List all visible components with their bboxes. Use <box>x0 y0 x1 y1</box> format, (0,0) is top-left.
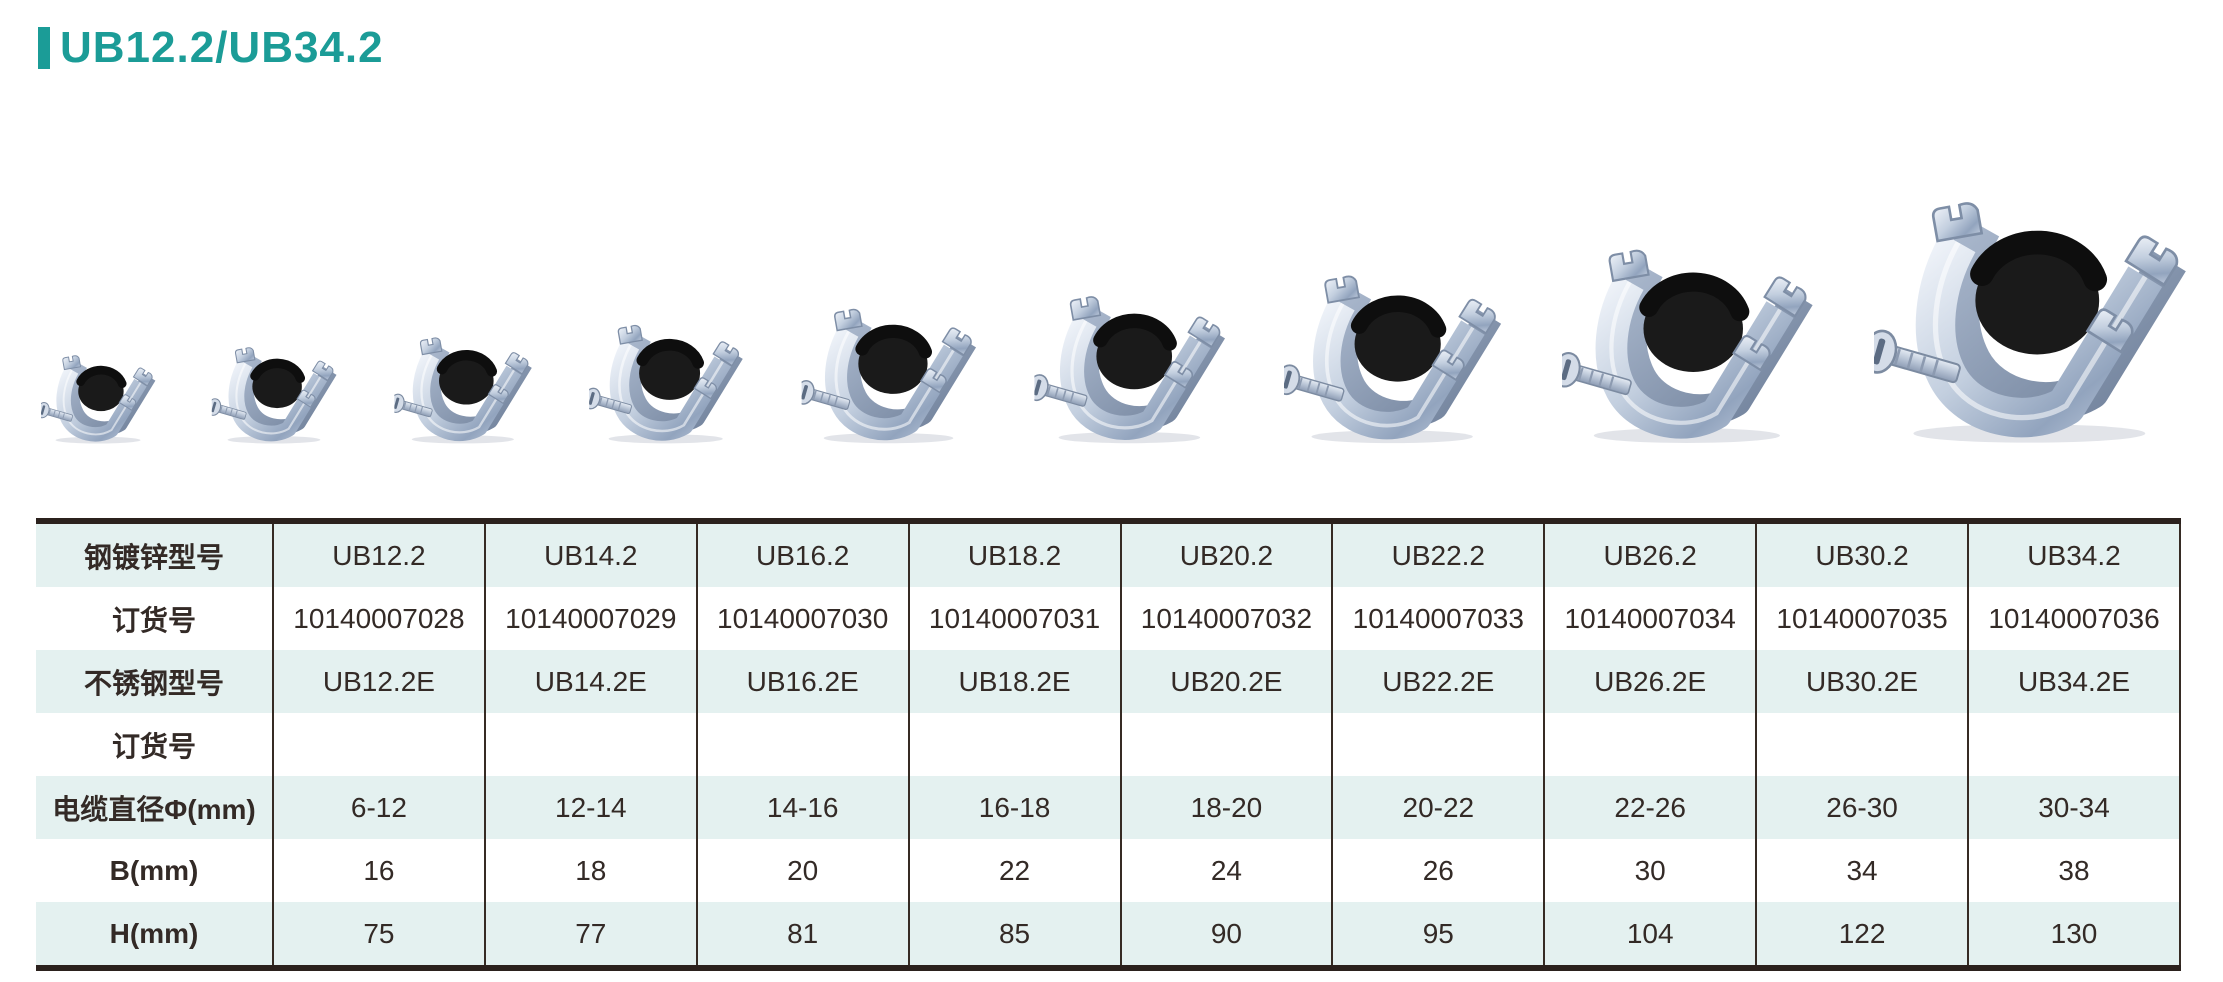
table-cell: 30 <box>1544 839 1758 902</box>
table-row: 订货号 10140007028 10140007029 10140007030 1014… <box>36 587 2181 650</box>
table-cell: UB26.2E <box>1544 650 1758 713</box>
table-cell <box>908 713 1122 776</box>
table-cell: 6-12 <box>273 776 486 839</box>
table-cell: 130 <box>1968 902 2181 968</box>
table-cell <box>1120 713 1334 776</box>
table-cell: 10140007029 <box>484 587 698 650</box>
spec-table: 钢镀锌型号 UB12.2 UB14.2 UB16.2 UB18.2 UB20.2 UB22.… <box>36 518 2181 971</box>
table-cell: 75 <box>273 902 486 968</box>
clamp-photo-UB30.2 <box>1560 227 1818 444</box>
table-cell: 81 <box>696 902 910 968</box>
table-cell: UB14.2 <box>484 521 698 587</box>
accent-bar <box>38 27 50 69</box>
row-label: B(mm) <box>36 839 274 902</box>
clamp-photo-UB20.2 <box>800 293 980 444</box>
table-cell: 30-34 <box>1968 776 2181 839</box>
table-cell <box>1756 713 1969 776</box>
clamp-photo-UB18.2 <box>588 311 746 444</box>
table-cell: 10140007028 <box>273 587 486 650</box>
table-cell: 85 <box>908 902 1122 968</box>
table-cell <box>1968 713 2181 776</box>
table-cell: 10140007031 <box>908 587 1122 650</box>
table-cell <box>696 713 910 776</box>
table-cell: UB14.2E <box>484 650 698 713</box>
table-cell: UB18.2 <box>908 521 1122 587</box>
table-cell: UB12.2E <box>273 650 486 713</box>
table-cell: 22-26 <box>1544 776 1758 839</box>
table-cell: UB34.2E <box>1968 650 2181 713</box>
table-cell: 10140007030 <box>696 587 910 650</box>
table-cell: 104 <box>1544 902 1758 968</box>
table-cell: UB30.2 <box>1756 521 1969 587</box>
table-cell: 14-16 <box>696 776 910 839</box>
product-photo-strip <box>0 88 2223 444</box>
table-cell: UB18.2E <box>908 650 1122 713</box>
table-cell: 20-22 <box>1332 776 1546 839</box>
table-cell: UB12.2 <box>273 521 486 587</box>
table-cell: UB30.2E <box>1756 650 1969 713</box>
table-cell: UB22.2 <box>1332 521 1546 587</box>
table-cell: UB34.2 <box>1968 521 2181 587</box>
table-row: 订货号 <box>36 713 2181 776</box>
row-label: 订货号 <box>36 587 274 650</box>
table-cell: 90 <box>1120 902 1334 968</box>
table-cell: 122 <box>1756 902 1969 968</box>
table-cell: 18 <box>484 839 698 902</box>
table-cell: 20 <box>696 839 910 902</box>
table-cell: 18-20 <box>1120 776 1334 839</box>
clamp-photo-UB16.2 <box>393 325 535 444</box>
table-cell: 38 <box>1968 839 2181 902</box>
table-cell: 10140007036 <box>1968 587 2181 650</box>
table-cell: UB26.2 <box>1544 521 1758 587</box>
table-cell: UB20.2 <box>1120 521 1334 587</box>
table-cell: 22 <box>908 839 1122 902</box>
table-cell: UB20.2E <box>1120 650 1334 713</box>
clamp-photo-UB12.2 <box>40 345 158 444</box>
table-cell: 26 <box>1332 839 1546 902</box>
row-label: 订货号 <box>36 713 274 776</box>
table-cell: 16 <box>273 839 486 902</box>
table-cell: 10140007033 <box>1332 587 1546 650</box>
clamp-photo-UB34.2 <box>1871 174 2193 444</box>
table-cell <box>273 713 486 776</box>
table-cell <box>1544 713 1758 776</box>
table-row: 钢镀锌型号 UB12.2 UB14.2 UB16.2 UB18.2 UB20.2 UB22.… <box>36 521 2181 587</box>
table-cell <box>484 713 698 776</box>
table-cell: 16-18 <box>908 776 1122 839</box>
row-label: 不锈钢型号 <box>36 650 274 713</box>
clamp-photo-UB14.2 <box>211 336 339 444</box>
section-header: UB12.2/UB34.2 <box>38 26 384 70</box>
table-cell: 12-14 <box>484 776 698 839</box>
table-cell <box>1332 713 1546 776</box>
table-cell: UB16.2E <box>696 650 910 713</box>
row-label: 电缆直径Φ(mm) <box>36 776 274 839</box>
table-cell: 10140007032 <box>1120 587 1334 650</box>
table-cell: 10140007035 <box>1756 587 1969 650</box>
page-title: UB12.2/UB34.2 <box>60 23 384 72</box>
table-row: 电缆直径Φ(mm) 6-12 12-14 14-16 16-18 18-20 20-22 22… <box>36 776 2181 839</box>
table-cell: 24 <box>1120 839 1334 902</box>
table-cell: 95 <box>1332 902 1546 968</box>
table-cell: 34 <box>1756 839 1969 902</box>
table-cell: 10140007034 <box>1544 587 1758 650</box>
table-cell: UB22.2E <box>1332 650 1546 713</box>
row-label: H(mm) <box>36 902 274 968</box>
table-cell: 77 <box>484 902 698 968</box>
clamp-photo-UB26.2 <box>1282 256 1506 444</box>
table-cell: UB16.2 <box>696 521 910 587</box>
table-row: 不锈钢型号 UB12.2E UB14.2E UB16.2E UB18.2E UB20.2E… <box>36 650 2181 713</box>
row-label: 钢镀锌型号 <box>36 521 274 587</box>
table-cell: 26-30 <box>1756 776 1969 839</box>
table-row: B(mm) 16 18 20 22 24 26 30 34 38 <box>36 839 2181 902</box>
table-row: H(mm) 75 77 81 85 90 95 104 122 130 <box>36 902 2181 968</box>
clamp-photo-UB22.2 <box>1033 279 1229 444</box>
